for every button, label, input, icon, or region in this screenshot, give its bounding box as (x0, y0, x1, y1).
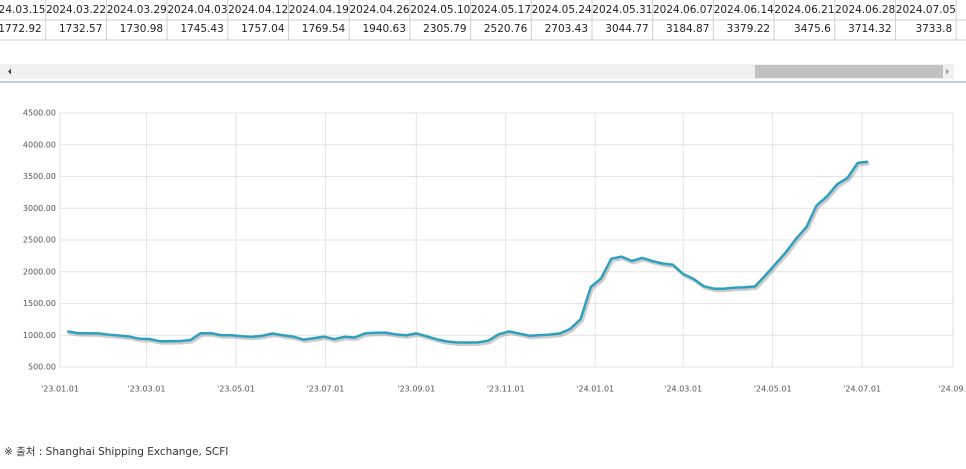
chart: 500.00 1000.00 1500.00 2000.00 2500.00 3000.0… (23, 109, 966, 394)
cell-value: 1745.43 (180, 23, 223, 35)
column-header: 2024.07.05 (896, 4, 956, 16)
cell-value: 2520.76 (484, 23, 528, 35)
column-header: 2024.06.14 (714, 4, 774, 16)
y-tick-label: 2500.00 (23, 236, 56, 245)
column-header: 2024.03.22 (46, 4, 106, 16)
y-tick-label: 4000.00 (23, 140, 56, 149)
cell-value: 1757.04 (241, 23, 285, 35)
x-tick-label: '24.03.01 (664, 385, 702, 394)
column-header: 2024.04.12 (228, 4, 288, 16)
cell-value: 3379.22 (727, 23, 770, 35)
cell-value: 1940.63 (362, 23, 405, 35)
x-tick-label: '23.07.01 (306, 385, 344, 394)
column-header: 2024.06.28 (835, 4, 895, 16)
cell-value: 1772.92 (0, 23, 42, 35)
column-header: 2024.06.07 (653, 4, 713, 16)
scrollbar[interactable] (0, 64, 954, 79)
source-note: ※ 출처 : Shanghai Shipping Exchange, SCFI (4, 446, 228, 458)
cell-value: 1732.57 (59, 23, 102, 35)
cell-value: 3044.77 (605, 23, 648, 35)
x-tick-label: '24.07.01 (843, 385, 881, 394)
column-header: 2024.06.21 (774, 4, 834, 16)
line (67, 160, 869, 344)
x-tick-label: '24.01.01 (576, 385, 614, 394)
cell-value: 2703.43 (545, 23, 588, 35)
cell-value: 1730.98 (120, 23, 163, 35)
y-tick-label: 4500.00 (23, 109, 56, 118)
column-header: 2024.05.17 (471, 4, 531, 16)
scroll-left[interactable] (8, 68, 11, 75)
cell-value: 2305.79 (423, 23, 466, 35)
y-tick-label: 3000.00 (23, 204, 56, 213)
y-tick-label: 500.00 (28, 363, 56, 372)
column-header: 2024.05.24 (532, 4, 592, 16)
y-tick-label: 2000.00 (23, 267, 56, 276)
column-header: 2024.05.31 (592, 4, 652, 16)
cell-value: 1769.54 (302, 23, 346, 35)
cell-value: 3714.32 (848, 23, 891, 35)
x-tick-label: '23.05.01 (217, 385, 255, 394)
cell-value: 3475.6 (794, 23, 831, 35)
x-tick-label: '24.05.01 (754, 385, 792, 394)
table: 2024.03.15 1772.92 2024.03.22 1732.57 2024.0… (0, 0, 966, 40)
y-tick-label: 3500.00 (23, 172, 56, 181)
x-tick-label: '23.03.01 (128, 385, 166, 394)
column-header: 2024.04.26 (349, 4, 409, 16)
column-header: 2024.03.29 (107, 4, 167, 16)
x-tick-label: '23.01.01 (41, 385, 79, 394)
column-header: 2024.04.03 (167, 4, 227, 16)
x-tick-label: '23.11.01 (487, 385, 525, 394)
x-tick-label: '23.09.01 (397, 385, 435, 394)
y-tick-label: 1000.00 (23, 331, 56, 340)
column-header: 2024.03.15 (0, 4, 45, 16)
scroll-right[interactable] (946, 68, 949, 75)
column-header: 2024.05.10 (410, 4, 470, 16)
y-tick-label: 1500.00 (23, 299, 56, 308)
scroll-thumb[interactable] (755, 65, 943, 78)
cell-value: 3733.8 (915, 23, 952, 35)
column-header: 2024.04.19 (289, 4, 349, 16)
line-shadow (68, 162, 870, 346)
x-tick-label: '24.09. (938, 385, 966, 394)
cell-value: 3184.87 (666, 23, 709, 35)
